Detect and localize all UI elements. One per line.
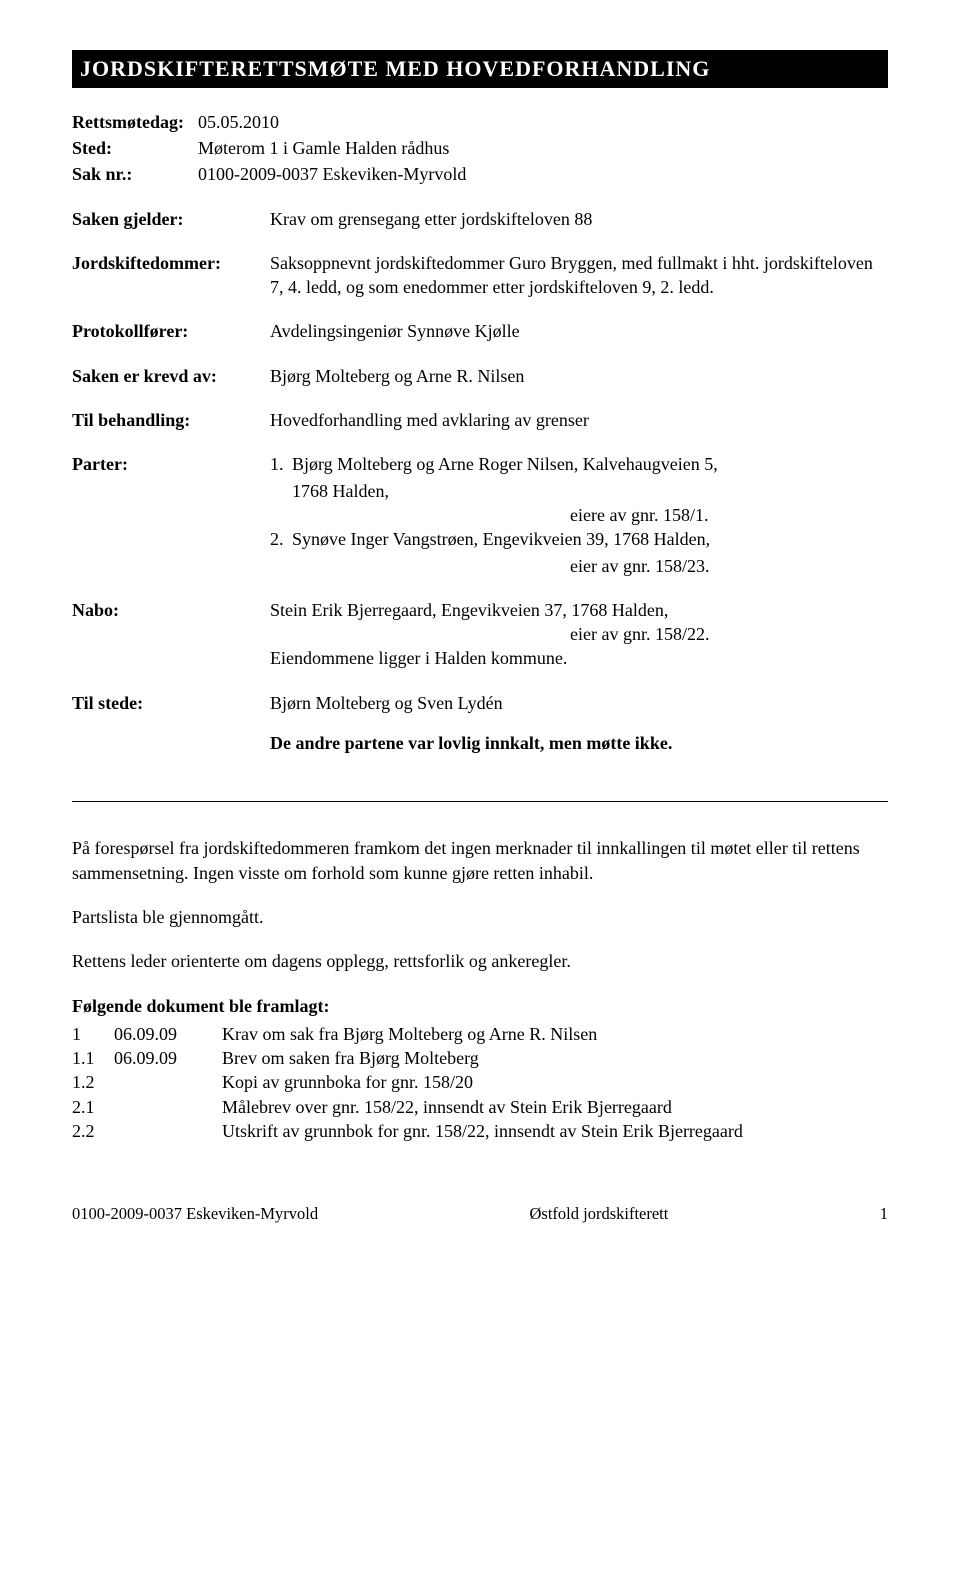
doc-date: 06.09.09 xyxy=(114,1046,222,1070)
doc-desc: Krav om sak fra Bjørg Molteberg og Arne … xyxy=(222,1022,743,1046)
label-nabo: Nabo: xyxy=(72,598,270,691)
doc-num: 2.1 xyxy=(72,1095,114,1119)
doc-desc: Målebrev over gnr. 158/22, innsendt av S… xyxy=(222,1095,743,1119)
meta-value-saknr: 0100-2009-0037 Eskeviken-Myrvold xyxy=(198,162,466,188)
doc-num: 1.2 xyxy=(72,1070,114,1094)
doc-num: 1.1 xyxy=(72,1046,114,1070)
doc-row: 1.2 Kopi av grunnboka for gnr. 158/20 xyxy=(72,1070,743,1094)
bold-note: De andre partene var lovlig innkalt, men… xyxy=(270,731,888,755)
page-header-bar: JORDSKIFTERETTSMØTE MED HOVEDFORHANDLING xyxy=(72,50,888,88)
para-1: På forespørsel fra jordskiftedommeren fr… xyxy=(72,836,888,885)
label-jordskiftedommer: Jordskiftedommer: xyxy=(72,251,270,320)
meta-block: Rettsmøtedag: 05.05.2010 Sted: Møterom 1… xyxy=(72,110,466,189)
doc-row: 2.1 Målebrev over gnr. 158/22, innsendt … xyxy=(72,1095,743,1119)
meta-label-rettsmotedag: Rettsmøtedag: xyxy=(72,110,198,136)
value-protokollforer: Avdelingsingeniør Synnøve Kjølle xyxy=(270,319,888,363)
nabo-line1: Stein Erik Bjerregaard, Engevikveien 37,… xyxy=(270,598,888,622)
footer-left: 0100-2009-0037 Eskeviken-Myrvold xyxy=(72,1203,318,1225)
para-2: Partslista ble gjennomgått. xyxy=(72,905,888,929)
doc-row: 2.2 Utskrift av grunnbok for gnr. 158/22… xyxy=(72,1119,743,1143)
doc-desc: Brev om saken fra Bjørg Molteberg xyxy=(222,1046,743,1070)
doc-num: 1 xyxy=(72,1022,114,1046)
label-protokollforer: Protokollfører: xyxy=(72,319,270,363)
doc-list-heading: Følgende dokument ble framlagt: xyxy=(72,994,888,1018)
doc-date: 06.09.09 xyxy=(114,1022,222,1046)
meta-value-rettsmotedag: 05.05.2010 xyxy=(198,110,466,136)
meta-value-sted: Møterom 1 i Gamle Halden rådhus xyxy=(198,136,466,162)
doc-date xyxy=(114,1119,222,1143)
til-stede-text: Bjørn Molteberg og Sven Lydén xyxy=(270,693,503,713)
meta-label-saknr: Sak nr.: xyxy=(72,162,198,188)
parter-1-right: eiere av gnr. 158/1. xyxy=(270,503,888,527)
parter-2-line1: Synøve Inger Vangstrøen, Engevikveien 39… xyxy=(292,529,710,549)
meta-label-sted: Sted: xyxy=(72,136,198,162)
value-nabo: Stein Erik Bjerregaard, Engevikveien 37,… xyxy=(270,598,888,691)
label-saken-gjelder: Saken gjelder: xyxy=(72,207,270,251)
details-block: Saken gjelder: Krav om grensegang etter … xyxy=(72,207,888,776)
label-til-behandling: Til behandling: xyxy=(72,408,270,452)
value-parter: 1.Bjørg Molteberg og Arne Roger Nilsen, … xyxy=(270,452,888,597)
footer-center: Østfold jordskifterett xyxy=(529,1203,668,1225)
doc-row: 1 06.09.09 Krav om sak fra Bjørg Moltebe… xyxy=(72,1022,743,1046)
page-footer: 0100-2009-0037 Eskeviken-Myrvold Østfold… xyxy=(72,1203,888,1225)
doc-table: 1 06.09.09 Krav om sak fra Bjørg Moltebe… xyxy=(72,1022,743,1143)
nabo-line2: Eiendommene ligger i Halden kommune. xyxy=(270,646,888,670)
value-jordskiftedommer: Saksoppnevnt jordskiftedommer Guro Brygg… xyxy=(270,251,888,320)
doc-num: 2.2 xyxy=(72,1119,114,1143)
doc-row: 1.1 06.09.09 Brev om saken fra Bjørg Mol… xyxy=(72,1046,743,1070)
section-divider xyxy=(72,801,888,802)
value-saken-gjelder: Krav om grensegang etter jordskifteloven… xyxy=(270,207,888,251)
value-saken-krevd: Bjørg Molteberg og Arne R. Nilsen xyxy=(270,364,888,408)
value-til-behandling: Hovedforhandling med avklaring av grense… xyxy=(270,408,888,452)
parter-1-line1: Bjørg Molteberg og Arne Roger Nilsen, Ka… xyxy=(292,454,718,474)
parter-2-num: 2. xyxy=(270,527,292,551)
label-parter: Parter: xyxy=(72,452,270,597)
footer-right: 1 xyxy=(880,1203,888,1225)
doc-desc: Kopi av grunnboka for gnr. 158/20 xyxy=(222,1070,743,1094)
doc-desc: Utskrift av grunnbok for gnr. 158/22, in… xyxy=(222,1119,743,1143)
doc-date xyxy=(114,1070,222,1094)
doc-date xyxy=(114,1095,222,1119)
parter-2-right: eier av gnr. 158/23. xyxy=(270,554,888,578)
para-3: Rettens leder orienterte om dagens opple… xyxy=(72,949,888,973)
parter-1-num: 1. xyxy=(270,452,292,476)
parter-1-line2: 1768 Halden, xyxy=(270,479,888,503)
label-til-stede: Til stede: xyxy=(72,691,270,776)
label-saken-krevd: Saken er krevd av: xyxy=(72,364,270,408)
value-til-stede: Bjørn Molteberg og Sven Lydén De andre p… xyxy=(270,691,888,776)
nabo-right: eier av gnr. 158/22. xyxy=(270,622,888,646)
